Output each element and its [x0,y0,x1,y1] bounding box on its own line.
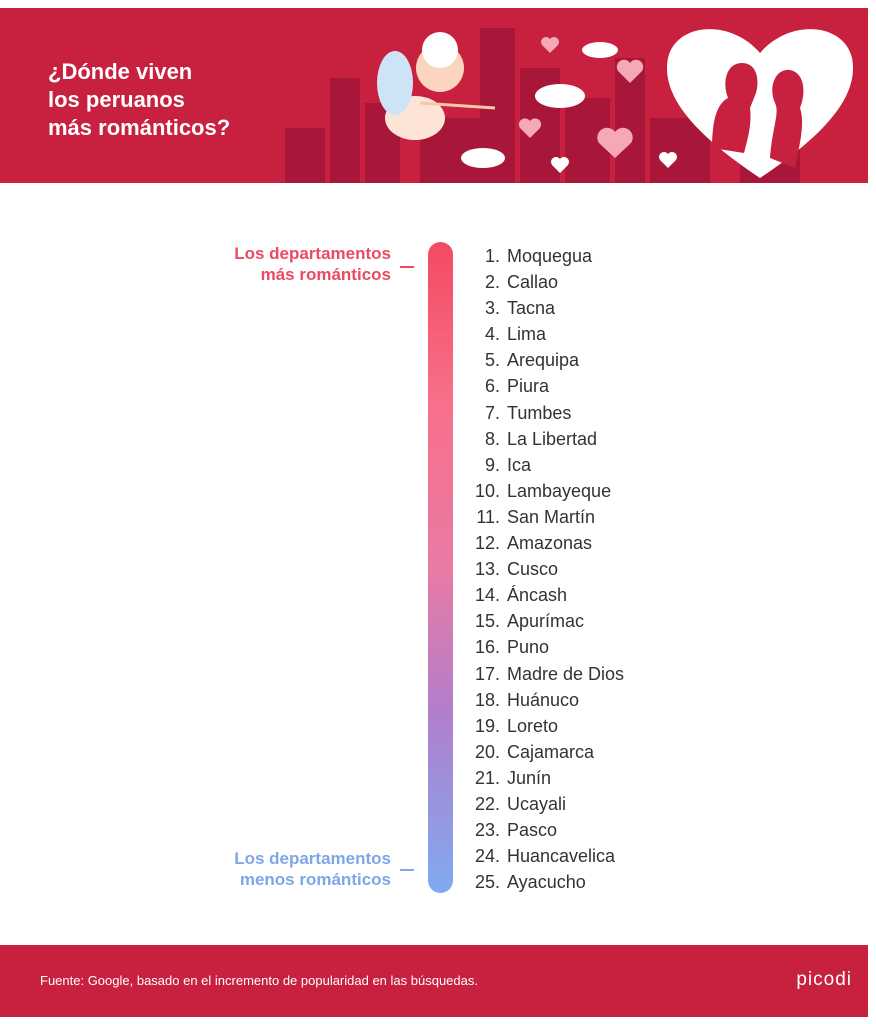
header: ¿Dónde viven los peruanos más románticos… [0,8,868,183]
department: Huancavelica [507,846,616,867]
header-illustration [285,28,854,183]
title-line: los peruanos [48,87,185,112]
rank: 15. [474,611,500,632]
label-line: más románticos [260,265,391,284]
department: La Libertad [507,428,598,449]
rank: 1. [484,246,500,266]
source: Fuente: Google, basado en el incremento … [40,973,478,988]
label-tick [400,266,414,268]
rank: 12. [474,533,500,554]
ranking-row: 23. Pasco [460,817,624,843]
department: Ica [507,454,532,475]
rank: 20. [474,741,500,762]
top-label: Los departamentos más románticos [234,243,391,285]
ranking-row: 4. Lima [460,321,624,347]
rank: 5. [484,350,500,371]
department: Huánuco [507,689,580,710]
rank: 4. [484,324,500,345]
footer: Fuente: Google, basado en el incremento … [0,945,868,1017]
department: Madre de Dios [507,663,625,684]
ranking-row: 17. Madre de Dios [460,661,624,687]
rank: 13. [474,559,500,580]
ranking-row: 22. Ucayali [460,791,624,817]
department: Amazonas [507,533,593,554]
ranking-row: 16. Puno [460,634,624,660]
department: Callao [507,272,559,293]
ranking-row: 14. Áncash [460,582,624,608]
brand: picodi [796,969,852,990]
rank: 6. [484,376,500,397]
department: Tacna [507,298,556,319]
rank: 19. [474,715,500,736]
ranking-row: 18. Huánuco [460,687,624,713]
ranking-row: 15. Apurímac [460,608,624,634]
rank: 24. [474,846,500,867]
ranking-row: 6. Piura [460,373,624,399]
rank: 10. [474,480,500,501]
gradient-scale [428,242,453,893]
label-tick [400,869,414,871]
department: Cajamarca [507,741,595,762]
department: Apurímac [507,611,585,632]
label-line: Los departamentos [234,244,391,263]
department: Junín [507,767,552,788]
department: Arequipa [507,350,580,371]
label-line: Los departamentos [234,849,391,868]
department: Ayacucho [507,872,586,893]
ranking-row: 8. La Libertad [460,426,624,452]
department: Loreto [507,715,559,736]
rank: 22. [474,793,500,814]
rank: 23. [474,820,500,841]
rank: 25. [474,872,500,893]
ranking-row: 20. Cajamarca [460,739,624,765]
department: Piura [507,376,550,397]
ranking-row: 10. Lambayeque [460,478,624,504]
ranking-row: 2. Callao [460,269,624,295]
ranking-row: 11. San Martín [460,504,624,530]
department: Puno [507,637,550,658]
rank: 11. [476,506,500,527]
department: Pasco [507,820,558,841]
ranking-row: 12. Amazonas [460,530,624,556]
rank: 8. [484,428,500,449]
ranking-row: 1. Moquegua [460,243,624,269]
rank: 7. [484,402,500,423]
ranking-list: 1. Moquegua 2. Callao 3. Tacna 4. Lima 5. Arequip… [460,243,624,895]
label-line: menos románticos [239,870,391,889]
department: Lima [507,324,547,345]
department: Tumbes [507,402,572,423]
ranking-row: 13. Cusco [460,556,624,582]
department: Moquegua [507,246,593,266]
rank: 14. [474,585,500,606]
ranking-row: 24. Huancavelica [460,843,624,869]
rank: 9. [484,454,500,475]
title-line: ¿Dónde viven [48,59,193,84]
department: Áncash [507,585,568,606]
title: ¿Dónde viven los peruanos más románticos… [48,58,230,142]
ranking-row: 25. Ayacucho [460,869,624,895]
ranking-row: 21. Junín [460,765,624,791]
rank: 2. [484,272,500,293]
department: Ucayali [507,793,567,814]
rank: 18. [474,689,500,710]
rank: 21. [474,767,500,788]
ranking-row: 7. Tumbes [460,400,624,426]
rank: 16. [474,637,500,658]
bottom-label: Los departamentos menos románticos [234,848,391,890]
ranking-row: 5. Arequipa [460,347,624,373]
department: Cusco [507,559,559,580]
title-line: más románticos? [48,115,231,140]
department: San Martín [507,506,596,527]
ranking-row: 9. Ica [460,452,624,478]
ranking-row: 3. Tacna [460,295,624,321]
department: Lambayeque [507,480,612,501]
rank: 17. [474,663,500,684]
rank: 3. [484,298,500,319]
ranking-row: 19. Loreto [460,713,624,739]
